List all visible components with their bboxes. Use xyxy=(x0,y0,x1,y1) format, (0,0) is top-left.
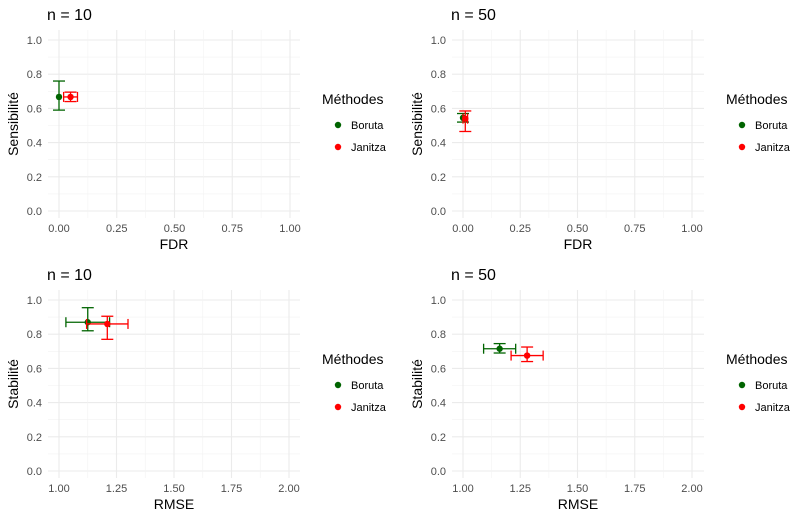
legend-title: Méthodes xyxy=(726,91,787,107)
x-tick-label: 0.25 xyxy=(510,223,531,235)
legend-label: Boruta xyxy=(351,380,384,392)
y-tick-label: 0.0 xyxy=(27,206,42,218)
x-tick-label: 1.25 xyxy=(510,483,531,495)
y-tick-label: 0.4 xyxy=(431,138,446,150)
y-axis-title: Sensibilité xyxy=(409,92,425,156)
y-tick-label: 0.4 xyxy=(27,398,42,410)
x-tick-label: 0.00 xyxy=(452,223,473,235)
legend-key xyxy=(334,381,342,389)
x-axis-title: RMSE xyxy=(154,496,194,512)
chart-panel: 0.0 0.2 0.4 0.6 0.8 1.0 0.00 0.25 0.50 0.75 1.00 n … xyxy=(409,7,791,252)
data-point xyxy=(496,345,503,352)
legend-label: Boruta xyxy=(351,120,384,132)
chart-title: n = 10 xyxy=(47,7,92,24)
y-tick-label: 0.4 xyxy=(27,138,42,150)
x-tick-label: 1.25 xyxy=(106,483,127,495)
chart-title: n = 50 xyxy=(451,267,496,284)
legend-title: Méthodes xyxy=(322,351,383,367)
chart-panel: 0.0 0.2 0.4 0.6 0.8 1.0 1.00 1.25 1.50 1.75 2.00 n … xyxy=(5,267,387,512)
x-tick-label: 1.50 xyxy=(567,483,588,495)
y-axis-title: Stabilité xyxy=(409,359,425,409)
y-tick-label: 0.0 xyxy=(27,466,42,478)
y-tick-label: 0.6 xyxy=(431,363,446,375)
x-tick-label: 2.00 xyxy=(278,483,299,495)
y-tick-label: 1.0 xyxy=(27,295,42,307)
x-axis-title: FDR xyxy=(160,236,189,252)
x-tick-label: 1.75 xyxy=(624,483,645,495)
data-point xyxy=(462,115,469,122)
x-tick-label: 0.50 xyxy=(164,223,185,235)
y-tick-label: 0.0 xyxy=(431,206,446,218)
y-tick-label: 0.2 xyxy=(431,432,446,444)
y-tick-label: 0.2 xyxy=(27,172,42,184)
y-axis-title: Stabilité xyxy=(5,359,21,409)
x-tick-label: 2.00 xyxy=(681,483,702,495)
y-tick-label: 0.4 xyxy=(431,398,446,410)
y-tick-label: 1.0 xyxy=(27,35,42,47)
legend-key xyxy=(738,143,746,151)
chart-title: n = 10 xyxy=(47,267,92,284)
y-tick-label: 0.0 xyxy=(431,466,446,478)
x-tick-label: 0.00 xyxy=(48,223,69,235)
legend-label: Boruta xyxy=(755,120,788,132)
legend-key xyxy=(738,403,746,411)
x-tick-label: 0.75 xyxy=(222,223,243,235)
legend-key xyxy=(334,143,342,151)
x-axis-title: FDR xyxy=(564,236,593,252)
legend-title: Méthodes xyxy=(322,91,383,107)
legend-key xyxy=(334,121,342,129)
chart-title: n = 50 xyxy=(451,7,496,24)
x-tick-label: 1.00 xyxy=(452,483,473,495)
legend-label: Janitza xyxy=(755,142,791,154)
x-tick-label: 0.50 xyxy=(567,223,588,235)
y-tick-label: 0.2 xyxy=(27,432,42,444)
y-tick-label: 0.8 xyxy=(27,69,42,81)
y-tick-label: 0.8 xyxy=(27,329,42,341)
x-axis-title: RMSE xyxy=(558,496,598,512)
data-point xyxy=(55,93,63,101)
data-point xyxy=(67,93,74,101)
legend-label: Janitza xyxy=(351,142,387,154)
y-tick-label: 0.8 xyxy=(431,69,446,81)
y-tick-label: 0.2 xyxy=(431,172,446,184)
data-point xyxy=(523,352,531,359)
legend-label: Boruta xyxy=(755,380,788,392)
x-tick-label: 1.75 xyxy=(221,483,242,495)
y-tick-label: 0.6 xyxy=(27,363,42,375)
chart-panel: 0.0 0.2 0.4 0.6 0.8 1.0 1.00 1.25 1.50 1.75 2.00 n … xyxy=(409,267,791,512)
y-tick-label: 1.0 xyxy=(431,35,446,47)
legend-key xyxy=(738,121,746,129)
x-tick-label: 1.00 xyxy=(279,223,300,235)
x-tick-label: 1.50 xyxy=(163,483,184,495)
legend-key xyxy=(738,381,746,389)
y-tick-label: 0.6 xyxy=(431,103,446,115)
chart-panel: 0.0 0.2 0.4 0.6 0.8 1.0 0.00 0.25 0.50 0.75 1.00 n … xyxy=(5,7,387,252)
x-tick-label: 1.00 xyxy=(681,223,702,235)
legend-label: Janitza xyxy=(351,402,387,414)
y-tick-label: 0.6 xyxy=(27,103,42,115)
legend-label: Janitza xyxy=(755,402,791,414)
y-tick-label: 1.0 xyxy=(431,295,446,307)
legend-key xyxy=(334,403,342,411)
y-tick-label: 0.8 xyxy=(431,329,446,341)
x-tick-label: 0.75 xyxy=(624,223,645,235)
y-axis-title: Sensibilité xyxy=(5,92,21,156)
x-tick-label: 0.25 xyxy=(106,223,127,235)
legend-title: Méthodes xyxy=(726,351,787,367)
data-point xyxy=(104,320,111,328)
x-tick-label: 1.00 xyxy=(48,483,69,495)
